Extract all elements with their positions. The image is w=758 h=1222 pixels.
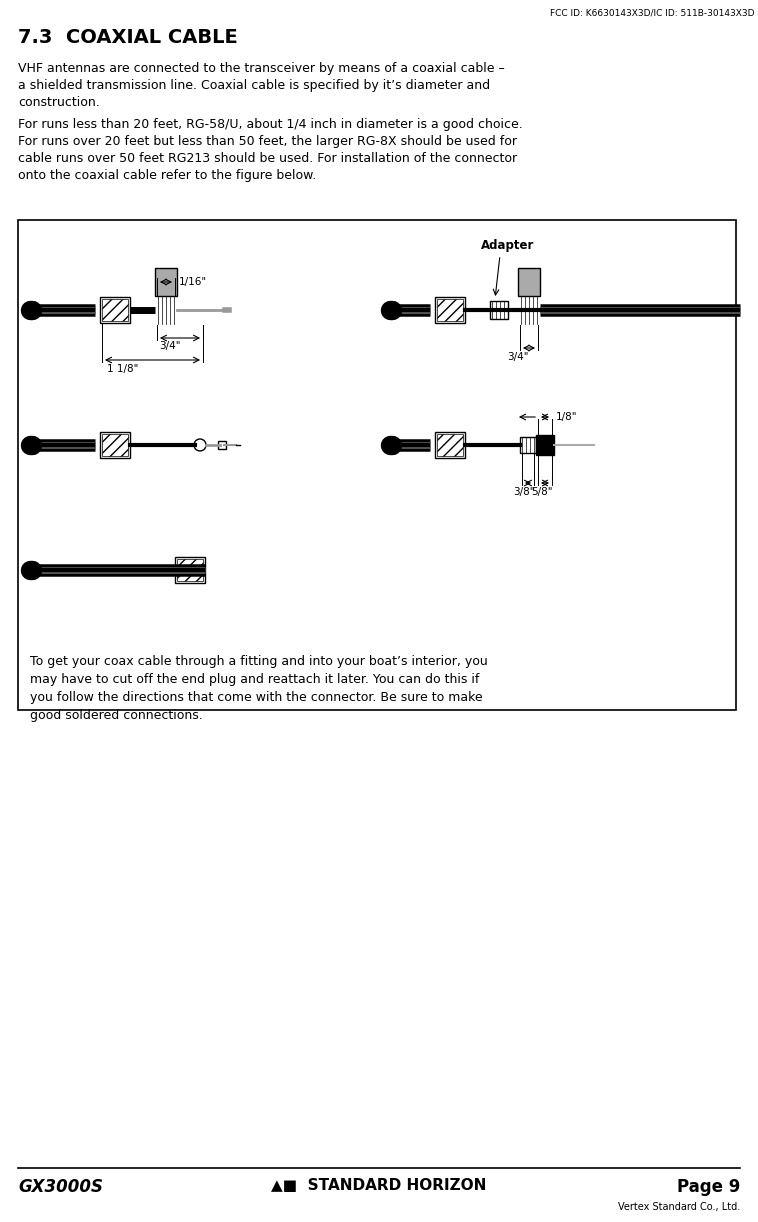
Bar: [102, 299, 128, 321]
Bar: [520, 437, 536, 453]
Text: 1/16": 1/16": [179, 277, 207, 287]
Text: VHF antennas are connected to the transceiver by means of a coaxial cable –
a sh: VHF antennas are connected to the transc…: [18, 62, 505, 109]
Bar: [155, 268, 177, 296]
Text: Vertex Standard Co., Ltd.: Vertex Standard Co., Ltd.: [618, 1202, 740, 1212]
Text: 5/8": 5/8": [531, 488, 553, 497]
Bar: [518, 268, 540, 296]
Text: Adapter: Adapter: [481, 238, 534, 252]
Bar: [490, 301, 508, 319]
Text: FCC ID: K6630143X3D/IC ID: 511B-30143X3D: FCC ID: K6630143X3D/IC ID: 511B-30143X3D: [550, 9, 755, 17]
Bar: [437, 299, 463, 321]
Text: 7.3  COAXIAL CABLE: 7.3 COAXIAL CABLE: [18, 28, 238, 46]
Text: 3/4": 3/4": [507, 352, 529, 362]
Text: GX3000S: GX3000S: [18, 1178, 103, 1196]
Text: ▲■  STANDARD HORIZON: ▲■ STANDARD HORIZON: [271, 1178, 487, 1193]
Bar: [435, 297, 465, 323]
Bar: [100, 433, 130, 458]
Bar: [536, 435, 554, 455]
Bar: [100, 297, 130, 323]
Text: 3/4": 3/4": [159, 341, 180, 351]
Bar: [177, 558, 203, 580]
Text: For runs less than 20 feet, RG-58/U, about 1/4 inch in diameter is a good choice: For runs less than 20 feet, RG-58/U, abo…: [18, 119, 523, 182]
Bar: [435, 433, 465, 458]
Bar: [218, 441, 226, 448]
Bar: [437, 434, 463, 456]
Text: 1/8": 1/8": [556, 412, 578, 422]
Text: 1 1/8": 1 1/8": [107, 364, 139, 374]
Text: To get your coax cable through a fitting and into your boat’s interior, you
may : To get your coax cable through a fitting…: [30, 655, 487, 722]
Text: 3/8": 3/8": [513, 488, 534, 497]
Circle shape: [194, 439, 206, 451]
Bar: [102, 434, 128, 456]
Bar: [18, 220, 736, 710]
Text: Page 9: Page 9: [677, 1178, 740, 1196]
Bar: [175, 557, 205, 583]
